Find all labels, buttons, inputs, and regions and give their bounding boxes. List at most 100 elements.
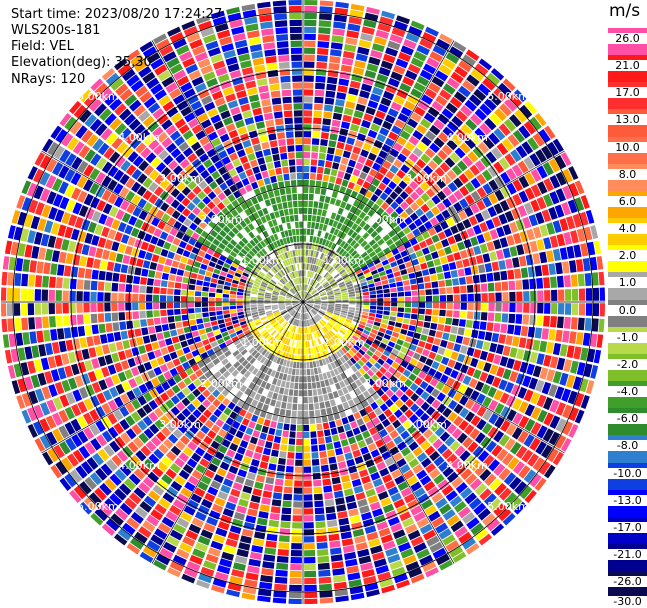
velocity-gate [295,124,303,130]
velocity-gate [296,453,303,459]
velocity-gate [189,285,196,291]
velocity-gate [555,262,563,274]
velocity-gate [350,472,359,480]
velocity-gate [338,135,347,143]
velocity-gate [323,111,332,118]
velocity-gate [280,528,291,535]
velocity-gate [282,97,291,104]
velocity-gate [287,375,292,382]
velocity-gate [382,319,389,324]
velocity-gate [176,322,183,329]
velocity-gate [340,72,351,80]
velocity-gate [328,70,339,77]
velocity-gate [265,441,273,449]
velocity-gate [174,343,182,351]
velocity-gate [270,198,276,205]
velocity-gate [265,155,273,163]
velocity-gate [251,297,257,300]
velocity-gate [337,85,347,93]
velocity-gate [167,309,174,315]
velocity-gate [249,502,259,510]
velocity-gate [413,353,421,361]
velocity-gate [188,308,195,313]
velocity-gate [452,318,459,326]
velocity-gate [370,309,377,313]
velocity-gate [273,492,282,499]
velocity-gate [118,351,126,361]
velocity-gate [153,303,159,310]
velocity-gate [332,35,344,43]
velocity-gate [237,302,243,305]
velocity-gate [438,280,445,287]
velocity-gate [106,323,113,332]
velocity-gate [125,246,133,255]
velocity-gate [369,313,376,317]
velocity-gate [334,491,344,499]
velocity-gate [202,287,209,292]
velocity-gate [36,261,44,273]
velocity-gate [289,592,302,599]
velocity-gate [331,554,343,562]
velocity-gate [304,27,316,34]
velocity-gate [50,329,58,341]
velocity-gate [345,101,355,109]
velocity-gate [183,250,191,257]
velocity-gate [350,421,358,429]
velocity-gate [240,535,252,544]
velocity-gate [160,310,167,317]
velocity-gate [244,296,250,299]
velocity-gate [486,273,493,282]
velocity-gate [176,349,184,357]
velocity-gate [271,147,279,154]
velocity-gate [31,345,39,358]
velocity-gate [270,84,280,91]
velocity-gate [248,559,261,567]
velocity-gate [303,348,305,354]
velocity-gate [441,239,449,248]
velocity-gate [279,535,290,542]
velocity-gate [314,501,323,508]
velocity-gate [294,103,303,109]
velocity-gate [438,317,445,324]
velocity-gate [279,451,287,458]
velocity-gate [316,69,327,76]
velocity-gate [304,411,309,417]
velocity-gate [308,250,311,256]
velocity-gate [231,313,238,317]
velocity-gate [268,327,274,332]
velocity-gate [250,437,258,445]
velocity-gate [411,285,418,291]
velocity-gate [278,458,286,465]
velocity-gate [444,272,451,279]
velocity-gate [356,299,362,302]
velocity-gate [460,345,468,354]
velocity-gate [154,349,162,357]
velocity-gate [419,241,427,249]
velocity-gate [318,563,330,570]
velocity-gate [303,249,305,255]
velocity-gate [468,303,474,311]
velocity-gate [486,241,494,251]
start-time: Start time: 2023/08/20 17:24:27 [11,8,222,21]
velocity-gate [153,310,160,317]
velocity-gate [251,182,258,190]
velocity-gate [348,415,355,423]
velocity-gate [363,295,369,298]
velocity-gate [304,166,310,172]
velocity-gate [185,244,193,252]
velocity-gate [275,27,287,34]
velocity-gate [248,406,255,414]
velocity-gate [56,277,63,288]
velocity-gate [223,310,230,314]
velocity-gate [305,341,307,347]
velocity-gate [230,291,237,295]
velocity-gate [209,312,216,317]
velocity-gate [515,314,522,324]
velocity-gate [276,563,288,570]
velocity-gate [294,208,298,215]
velocity-gate [466,320,473,328]
velocity-gate [247,124,256,132]
velocity-gate [68,241,76,253]
velocity-gate [453,286,460,293]
velocity-gate [161,249,169,257]
